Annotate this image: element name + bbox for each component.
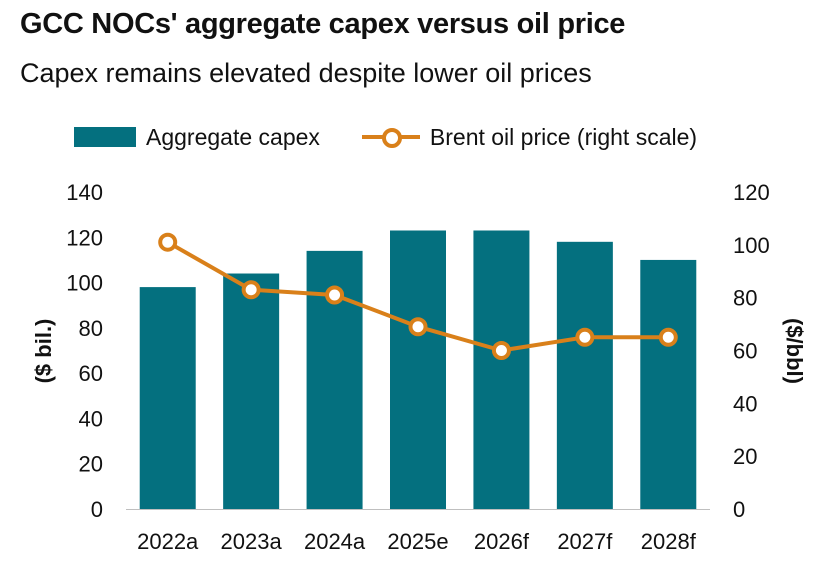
brent-point-2022a (158, 232, 178, 252)
left-axis-title: ($ bil.) (31, 319, 56, 384)
capex-bar-2027f (556, 241, 613, 510)
capex-bar-2028f (640, 259, 697, 509)
left-y-tick-label: 60 (79, 361, 103, 386)
right-axis-title: ($/bbl) (782, 318, 807, 384)
legend-label-capex: Aggregate capex (146, 123, 320, 150)
right-y-tick-label: 80 (733, 286, 757, 311)
right-y-tick-label: 100 (733, 233, 770, 258)
x-tick-label-2023a: 2023a (221, 529, 283, 554)
x-tick-label-2028f: 2028f (641, 529, 697, 554)
left-y-tick-label: 140 (66, 180, 103, 205)
x-tick-label-2022a: 2022a (137, 529, 199, 554)
brent-point-2025e (408, 317, 428, 337)
chart-subtitle: Capex remains elevated despite lower oil… (20, 58, 592, 88)
left-y-tick-label: 20 (79, 452, 103, 477)
left-y-tick-label: 100 (66, 271, 103, 296)
x-tick-label-2025e: 2025e (387, 529, 448, 554)
brent-point-2023a (241, 280, 261, 300)
left-y-tick-label: 0 (91, 497, 103, 522)
legend-swatch-line (361, 127, 420, 148)
brent-point-2026f (491, 341, 511, 360)
right-y-tick-label: 0 (733, 497, 745, 522)
capex-bar-2026f (473, 230, 530, 509)
left-y-tick-label: 80 (79, 316, 103, 341)
legend-item-brent: Brent oil price (right scale) (361, 123, 698, 151)
capex-bar-2022a (139, 287, 196, 509)
chart-title: GCC NOCs' aggregate capex versus oil pri… (20, 8, 626, 40)
legend-item-capex: Aggregate capex (74, 124, 320, 151)
capex-bar-2023a (223, 273, 280, 509)
right-y-tick-label: 40 (733, 391, 757, 416)
chart-legend: Aggregate capex Brent oil price (right s… (74, 122, 739, 152)
x-tick-label-2024a: 2024a (304, 529, 366, 554)
x-tick-label-2026f: 2026f (474, 529, 530, 554)
legend-swatch-bar (74, 127, 136, 147)
left-y-tick-label: 40 (79, 406, 103, 431)
right-y-tick-label: 120 (733, 180, 770, 205)
x-tick-label-2027f: 2027f (557, 529, 613, 554)
brent-point-2027f (575, 327, 595, 347)
right-y-tick-label: 60 (733, 339, 757, 364)
right-y-tick-label: 20 (733, 444, 757, 469)
left-y-tick-label: 120 (66, 225, 103, 250)
capex-bar-2025e (390, 230, 446, 509)
brent-point-2028f (658, 327, 678, 347)
brent-point-2024a (325, 285, 345, 305)
legend-label-brent: Brent oil price (right scale) (429, 123, 698, 150)
